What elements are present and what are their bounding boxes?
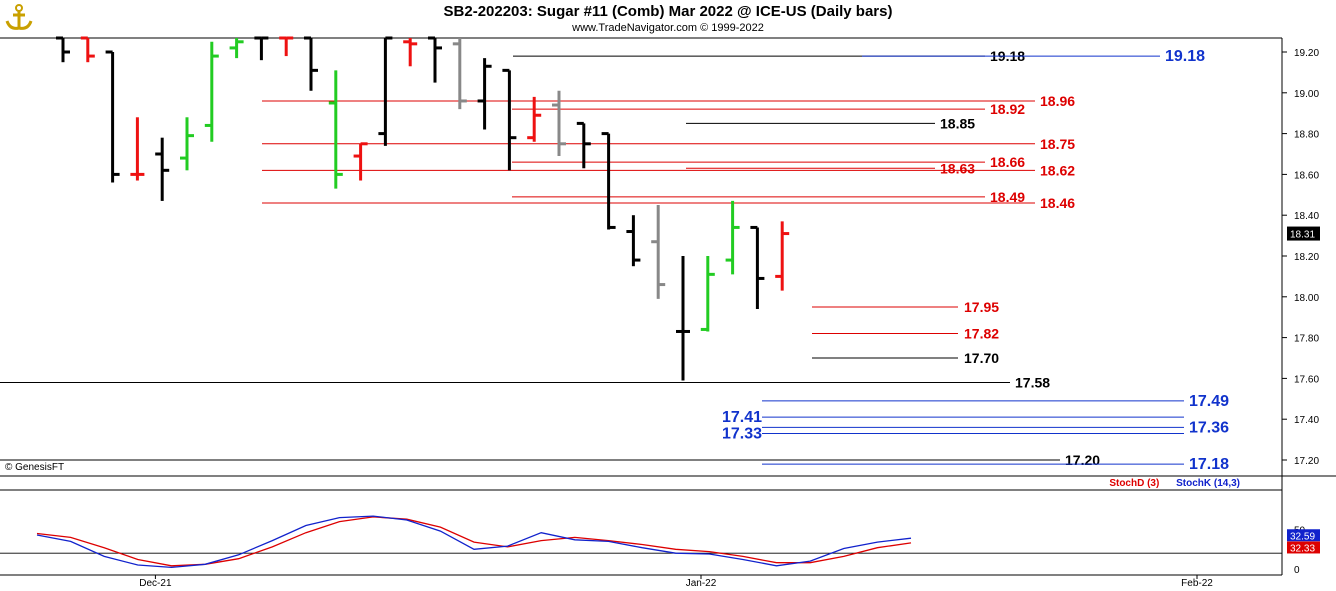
level-label: 17.82: [964, 326, 999, 342]
level-label: 18.96: [1040, 93, 1075, 109]
level-label: 17.36: [1189, 419, 1229, 436]
stochk-value: 32.59: [1290, 531, 1315, 542]
ohlc-bar: [403, 38, 418, 67]
level-label: 17.58: [1015, 374, 1050, 390]
level-label: 18.85: [940, 115, 975, 131]
price-tick-label: 17.60: [1294, 374, 1319, 385]
price-tick-label: 17.40: [1294, 415, 1319, 426]
price-tick-label: 17.80: [1294, 334, 1319, 345]
price-tick-label: 18.60: [1294, 170, 1319, 181]
grid-layer: [0, 37, 1336, 576]
stochd-value: 32.33: [1290, 543, 1315, 554]
ohlc-bar: [378, 36, 393, 146]
stochastic-legend: StochD (3) StochK (14,3): [1095, 478, 1240, 489]
date-tick-label: Jan-22: [686, 578, 717, 589]
date-tick-label: Dec-21: [139, 578, 172, 589]
copyright: © GenesisFT: [5, 462, 65, 473]
ohlc-bar: [428, 36, 442, 83]
ohlc-bar: [304, 36, 318, 91]
bars-layer: [56, 36, 790, 381]
ohlc-bar: [328, 70, 343, 189]
ohlc-bar: [130, 117, 145, 181]
ohlc-bar: [626, 215, 641, 267]
ohlc-bar: [80, 36, 95, 63]
level-label: 19.18: [1165, 48, 1205, 65]
chart-subtitle: www.TradeNavigator.com © 1999-2022: [572, 22, 764, 34]
stochk-badge: [1287, 529, 1320, 542]
ohlc-bar: [452, 38, 467, 110]
ohlc-bar: [502, 68, 517, 171]
level-label: 18.46: [1040, 195, 1075, 211]
level-label: 17.95: [964, 299, 999, 315]
stochk-line: [36, 515, 912, 569]
anchor-logo-icon: [4, 3, 34, 31]
ohlc-bar: [353, 142, 368, 181]
price-tick-label: 18.40: [1294, 211, 1319, 222]
stochd-legend: StochD (3): [1109, 478, 1160, 489]
ohlc-bar: [601, 132, 616, 230]
ohlc-bar: [279, 36, 294, 57]
ohlc-bar: [725, 200, 740, 275]
ohlc-bar: [105, 50, 120, 183]
level-label: 18.66: [990, 154, 1025, 170]
last-price-badge: [1287, 226, 1320, 241]
ohlc-bar: [676, 256, 690, 381]
level-label: 17.18: [1189, 456, 1229, 473]
ohlc-bar: [651, 205, 666, 299]
ohlc-bar: [155, 137, 170, 201]
level-label: 18.62: [1040, 162, 1075, 178]
level-label: 18.63: [940, 160, 975, 176]
ohlc-bar: [477, 58, 492, 130]
ohlc-bar: [750, 225, 765, 310]
last-price-label: 18.31: [1290, 230, 1315, 241]
ohlc-bar: [254, 36, 269, 61]
level-label: 17.70: [964, 350, 999, 366]
price-tick-label: 18.20: [1294, 252, 1319, 263]
price-tick-label: 18.00: [1294, 293, 1319, 304]
date-tick-label: Feb-22: [1181, 578, 1213, 589]
level-label: 17.41: [722, 409, 762, 426]
axis-layer: 17.20 17.40 17.60 17.80 18.00 18.20 18.40 18.60…: [139, 48, 1320, 589]
stochd-badge: [1287, 541, 1320, 554]
chart-title: SB2-202203: Sugar #11 (Comb) Mar 2022 @ …: [443, 3, 893, 20]
level-label: 17.20: [1065, 452, 1100, 468]
price-tick-label: 18.80: [1294, 130, 1319, 141]
ohlc-bar: [775, 221, 790, 291]
ohlc-bar: [56, 36, 70, 63]
ohlc-bar: [229, 38, 244, 59]
ohlc-bar: [700, 256, 715, 332]
level-label: 18.92: [990, 101, 1025, 117]
level-label: 18.75: [1040, 136, 1075, 152]
ohlc-bar: [527, 96, 542, 142]
ohlc-bar: [180, 117, 194, 171]
ohlc-bar: [576, 121, 591, 169]
levels-layer: 19.18 19.1818.9618.9218.8518.7518.6618.63…: [0, 48, 1229, 473]
stochk-legend: StochK (14,3): [1176, 478, 1240, 489]
level-label: 18.49: [990, 189, 1025, 205]
level-label: 17.33: [722, 425, 762, 442]
stochd-line: [36, 516, 912, 567]
level-label: 17.49: [1189, 393, 1229, 410]
price-tick-label: 19.20: [1294, 48, 1319, 59]
ohlc-bar: [204, 41, 219, 142]
ohlc-bar: [552, 90, 566, 157]
price-tick-label: 19.00: [1294, 89, 1319, 100]
stoch-tick-label: 0: [1294, 565, 1300, 576]
price-tick-label: 17.20: [1294, 456, 1319, 467]
